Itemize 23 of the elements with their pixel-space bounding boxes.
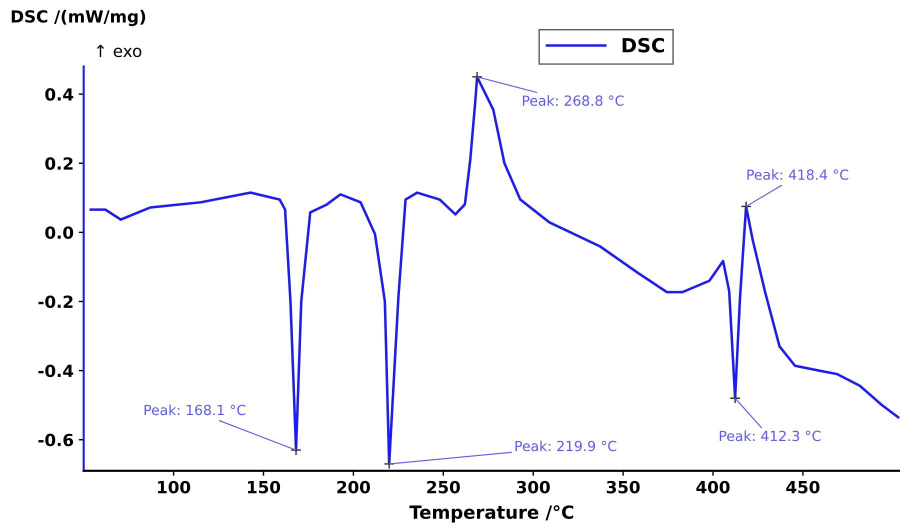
x-tick-label: 250 bbox=[427, 480, 460, 494]
x-axis-title: Temperature /°C bbox=[409, 505, 574, 522]
y-tick-label: -0.4 bbox=[38, 364, 74, 378]
x-tick-label: 200 bbox=[337, 480, 370, 494]
x-tick-label: 300 bbox=[516, 480, 550, 494]
x-tick-label: 100 bbox=[158, 480, 190, 494]
y-tick-label: 0.0 bbox=[45, 226, 74, 239]
annotation: Peak: 168.1 °C bbox=[144, 404, 246, 416]
annotation: Peak: 219.9 °C bbox=[516, 440, 616, 452]
annotation: Peak: 268.8 °C bbox=[522, 95, 624, 106]
text: ↑ exo bbox=[96, 44, 142, 58]
y-axis-title: DSC /(mW/mg) bbox=[12, 10, 146, 26]
annotation: Peak: 418.4 °C bbox=[747, 169, 848, 180]
y-tick-label: -0.6 bbox=[38, 434, 74, 446]
legend-label: DSC bbox=[622, 38, 664, 53]
x-tick-label: 450 bbox=[786, 480, 820, 494]
y-tick-label: -0.2 bbox=[38, 295, 73, 308]
x-tick-label: 400 bbox=[696, 480, 730, 494]
x-tick-label: 150 bbox=[248, 480, 280, 494]
x-tick-label: 350 bbox=[606, 480, 640, 494]
y-tick-label: 0.4 bbox=[45, 88, 74, 101]
y-tick-label: 0.2 bbox=[45, 157, 73, 170]
annotation: Peak: 412.3 °C bbox=[720, 430, 821, 442]
